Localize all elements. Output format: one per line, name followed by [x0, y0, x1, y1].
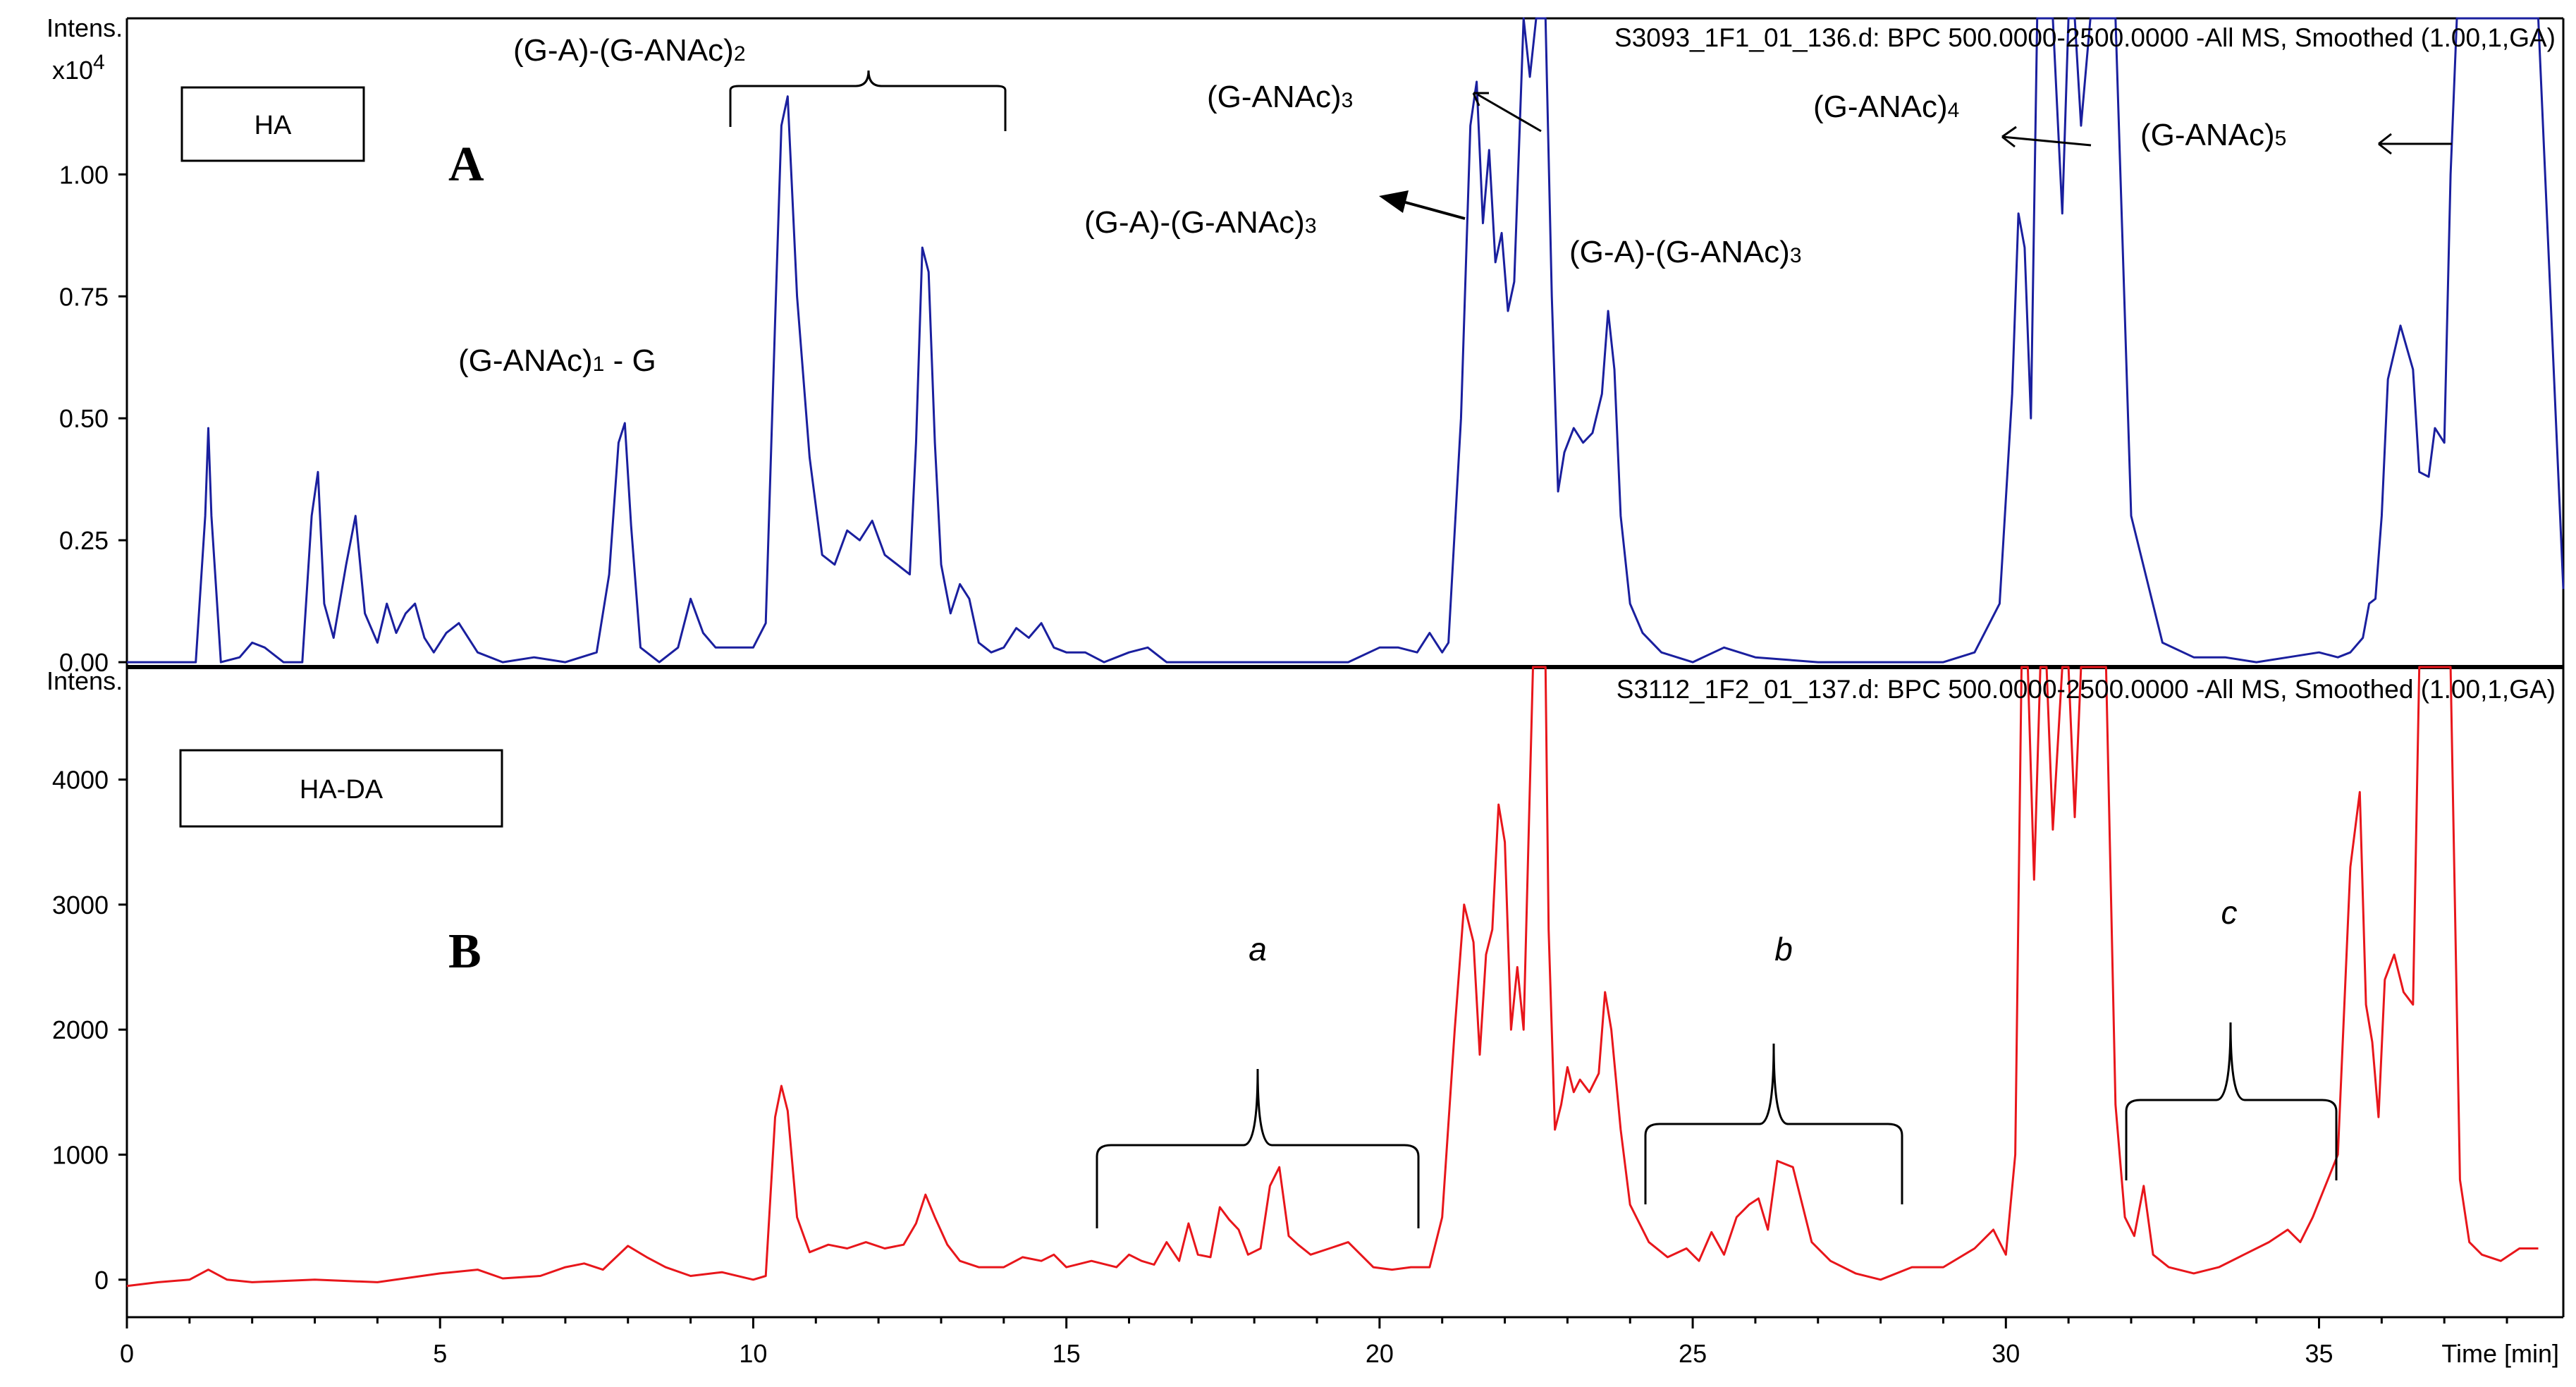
arrow-ganac3 [1477, 93, 1542, 133]
panel-b-letter: B [448, 924, 482, 979]
panel-b-source-label: S3112_1F2_01_137.d: BPC 500.0000-2500.00… [1617, 675, 2556, 704]
panel-b-legend-frame [179, 749, 503, 828]
bracket-a [1096, 1068, 1420, 1228]
panel-b: Intens. 0 1000 2000 3000 4000 S3112_1F2_01_1… [47, 666, 2565, 1317]
x-tick-label: 25 [1679, 1339, 1707, 1368]
x-tick-label: 30 [1992, 1339, 2020, 1368]
x-axis-ticks: 0 5 10 15 20 25 30 35 [120, 1317, 2508, 1368]
x-tick-label: 10 [739, 1339, 767, 1368]
x-tick-label: 35 [2305, 1339, 2333, 1368]
annotation-ganac4: (G-ANAc)4 [1813, 90, 1959, 124]
x-tick-label: 5 [433, 1339, 447, 1368]
y-tick-label: 0.00 [59, 648, 109, 677]
arrowhead-ganac4 [2001, 126, 2017, 148]
panel-a-legend-frame [180, 86, 365, 162]
bracket-label-a: a [1249, 931, 1267, 967]
panel-a: Intens. x104 0.00 0.25 0.50 0.75 1.00 S3093_… [47, 13, 2565, 677]
panel-b-ylabel: Intens. [47, 666, 123, 695]
arrowhead-ganac5 [2378, 133, 2392, 155]
annotation-ga-ganac3-right: (G-A)-(G-ANAc)3 [1569, 235, 1802, 269]
panel-a-y-ticks: 0.00 0.25 0.50 0.75 1.00 [59, 160, 127, 677]
y-tick-label: 3000 [52, 891, 109, 919]
panel-a-ylabel: Intens. [47, 13, 123, 42]
y-tick-label: 4000 [52, 766, 109, 795]
x-axis: 0 5 10 15 20 25 30 35 Time [min] [120, 1316, 2563, 1368]
panel-b-y-ticks: 0 1000 2000 3000 4000 [52, 766, 127, 1295]
arrowhead-ganac3 [1472, 92, 1489, 106]
bracket-label-c: c [2221, 894, 2238, 931]
y-tick-label: 2000 [52, 1015, 109, 1044]
annotation-ga-ganac2: (G-A)-(G-ANAc)2 [513, 33, 746, 68]
x-tick-label: 15 [1053, 1339, 1081, 1368]
annotation-ganac3: (G-ANAc)3 [1207, 80, 1353, 114]
panel-a-legend-label: HA [254, 111, 292, 140]
bracket-label-b: b [1774, 931, 1793, 967]
bracket-c [2125, 1022, 2338, 1180]
panel-b-legend-label: HA-DA [300, 775, 384, 805]
arrowhead-ga-ganac3 [1379, 190, 1409, 213]
panel-a-letter: A [448, 138, 484, 192]
x-axis-label: Time [min] [2441, 1339, 2559, 1368]
panel-a-y-multiplier: x104 [52, 51, 105, 85]
annotation-ganac1-g: (G-ANAc)1 - G [458, 343, 656, 378]
panel-b-legend-box: HA-DA [179, 749, 503, 828]
bracket-b [1644, 1043, 1903, 1204]
y-tick-label: 0.25 [59, 526, 109, 555]
panel-a-series-line [127, 17, 2565, 664]
x-tick-label: 20 [1366, 1339, 1394, 1368]
annotation-ganac5: (G-ANAc)5 [2140, 118, 2286, 152]
panel-a-source-label: S3093_1F1_01_136.d: BPC 500.0000-2500.00… [1614, 23, 2556, 52]
y-tick-label: 0.50 [59, 404, 109, 433]
annotation-ga-ganac3-left: (G-A)-(G-ANAc)3 [1084, 205, 1317, 240]
bracket-ga-ganac2 [729, 70, 1007, 131]
y-tick-label: 0 [94, 1266, 109, 1295]
y-tick-label: 1.00 [59, 160, 109, 189]
y-tick-label: 0.75 [59, 282, 109, 311]
arrow-ga-ganac3 [1402, 200, 1466, 220]
x-tick-label: 0 [120, 1339, 134, 1368]
panel-b-series-line [126, 666, 2539, 1288]
panel-a-legend-box: HA [180, 86, 365, 162]
y-tick-label: 1000 [52, 1141, 109, 1170]
arrow-ganac4 [2001, 135, 2092, 147]
